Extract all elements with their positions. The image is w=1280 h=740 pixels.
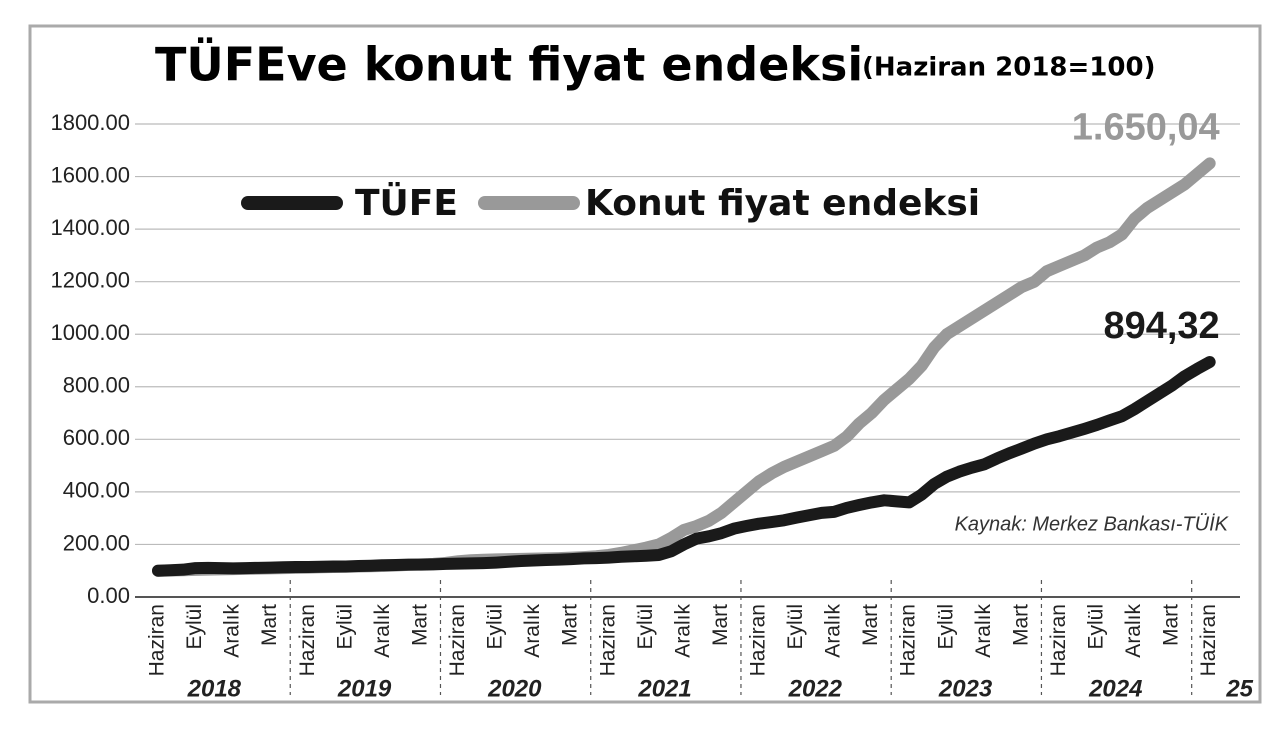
x-tick-label: Haziran xyxy=(296,604,319,676)
x-tick-label: Aralık xyxy=(521,604,544,658)
x-tick-label: Mart xyxy=(859,604,882,646)
x-tick-label: Mart xyxy=(1009,604,1032,646)
year-label: 2023 xyxy=(938,675,993,702)
year-label: 2019 xyxy=(337,675,392,702)
x-tick-label: Aralık xyxy=(822,604,845,658)
y-tick-label: 1400.00 xyxy=(50,215,130,240)
x-tick-label: Mart xyxy=(408,604,431,646)
year-label: 2018 xyxy=(187,675,242,702)
x-tick-label: Eylül xyxy=(1085,604,1108,650)
y-tick-label: 0.00 xyxy=(87,583,130,608)
chart-title: TÜFEve konut fiyat endeksi xyxy=(155,38,863,92)
value-label: 1.650,04 xyxy=(1072,106,1220,148)
x-tick-label: Mart xyxy=(258,604,281,646)
series-line xyxy=(152,355,1216,577)
year-label: 2021 xyxy=(637,675,691,702)
y-tick-label: 600.00 xyxy=(63,425,130,450)
y-tick-label: 1000.00 xyxy=(50,320,130,345)
y-tick-label: 1200.00 xyxy=(50,267,130,292)
x-tick-label: Aralık xyxy=(1122,604,1145,658)
chart-subtitle: (Haziran 2018=100) xyxy=(862,53,1155,83)
x-tick-label: Haziran xyxy=(1047,604,1070,676)
y-tick-label: 800.00 xyxy=(63,373,130,398)
x-tick-label: Aralık xyxy=(371,604,394,658)
x-tick-label: Haziran xyxy=(596,604,619,676)
legend-label: TÜFE xyxy=(355,182,458,224)
x-tick-label: Eylül xyxy=(634,604,657,650)
x-tick-label: Haziran xyxy=(1197,604,1220,676)
legend-label: Konut fiyat endeksi xyxy=(585,183,980,224)
year-label: 2024 xyxy=(1088,675,1142,702)
x-tick-label: Eylül xyxy=(484,604,507,650)
y-tick-label: 1600.00 xyxy=(50,162,130,187)
x-tick-label: Haziran xyxy=(897,604,920,676)
y-tick-label: 200.00 xyxy=(63,530,130,555)
x-tick-label: Aralık xyxy=(972,604,995,658)
source: Kaynak: Merkez Bankası-TÜİK xyxy=(955,513,1230,535)
year-label: 25 xyxy=(1225,675,1253,702)
y-tick-label: 1800.00 xyxy=(50,110,130,135)
x-tick-label: Eylül xyxy=(333,604,356,650)
y-tick-label: 400.00 xyxy=(63,478,130,503)
x-tick-label: Eylül xyxy=(183,604,206,650)
frame xyxy=(28,24,1262,704)
year-label: 2020 xyxy=(487,675,542,702)
x-tick-label: Aralık xyxy=(221,604,244,658)
x-tick-label: Mart xyxy=(709,604,732,646)
x-tick-label: Haziran xyxy=(146,604,169,676)
value-label: 894,32 xyxy=(1103,305,1219,347)
x-tick-label: Eylül xyxy=(784,604,807,650)
x-tick-label: Eylül xyxy=(934,604,957,650)
x-tick-label: Aralık xyxy=(671,604,694,658)
x-tick-label: Haziran xyxy=(747,604,770,676)
x-tick-label: Haziran xyxy=(446,604,469,676)
x-tick-label: Mart xyxy=(1160,604,1183,646)
year-label: 2022 xyxy=(788,675,843,702)
x-tick-label: Mart xyxy=(559,604,582,646)
